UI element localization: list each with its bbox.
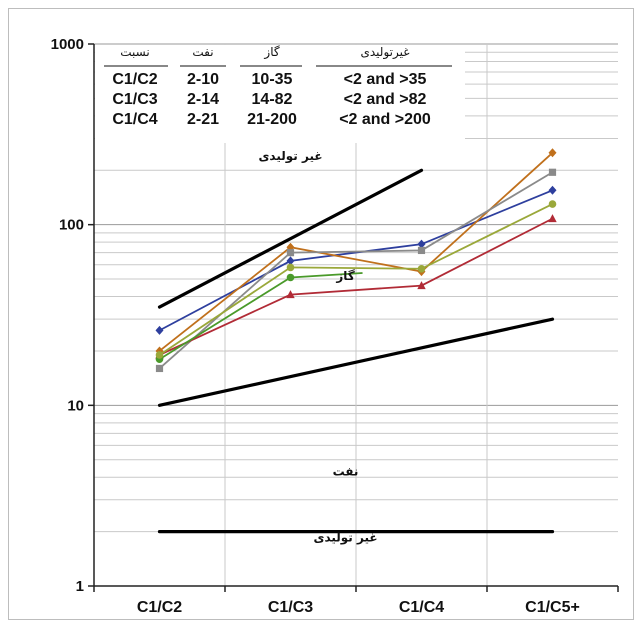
x-tick-label: C1/C3 xyxy=(268,599,313,616)
y-tick-label: 1 xyxy=(76,578,84,595)
table-cell: 21-200 xyxy=(247,111,297,128)
table-header: گاز xyxy=(263,45,279,60)
zone-label: نفت xyxy=(333,465,359,479)
data-point xyxy=(287,264,295,272)
data-point xyxy=(549,169,556,176)
table-cell: 10-35 xyxy=(252,71,293,88)
table-cell: 14-82 xyxy=(252,91,293,108)
table-cell: C1/C2 xyxy=(112,71,157,88)
data-point xyxy=(549,200,557,208)
table-cell: <2 and >35 xyxy=(344,71,427,88)
table-cell: C1/C4 xyxy=(112,111,157,128)
data-point xyxy=(418,265,426,273)
y-tick-label: 100 xyxy=(59,217,84,234)
table-cell: 2-21 xyxy=(187,111,219,128)
data-point xyxy=(418,247,425,254)
table-cell: 2-14 xyxy=(187,91,219,108)
y-tick-label: 1000 xyxy=(51,36,84,53)
table-cell: 2-10 xyxy=(187,71,219,88)
x-tick-label: C1/C2 xyxy=(137,599,182,616)
data-point xyxy=(287,274,295,282)
table-cell: C1/C3 xyxy=(112,91,157,108)
ratio-table: نسبت نفت گاز غیرتولیدی C1/C2 2-10 10-35 <2 and … xyxy=(95,45,465,143)
zone-label: گاز xyxy=(335,269,354,283)
x-tick-label: C1/C5+ xyxy=(525,599,580,616)
table-cell: <2 and >82 xyxy=(344,91,427,108)
table-header: غیرتولیدی xyxy=(360,45,409,60)
zone-label: غیر تولیدی xyxy=(313,531,377,546)
table-cell: <2 and >200 xyxy=(339,111,431,128)
data-point xyxy=(156,365,163,372)
data-point xyxy=(287,249,294,256)
table-header: نفت xyxy=(192,45,213,59)
table-header: نسبت xyxy=(120,45,149,59)
data-point xyxy=(156,351,164,359)
y-tick-label: 10 xyxy=(67,397,84,414)
zone-label: غیر تولیدی xyxy=(258,149,322,164)
x-tick-label: C1/C4 xyxy=(399,599,444,616)
